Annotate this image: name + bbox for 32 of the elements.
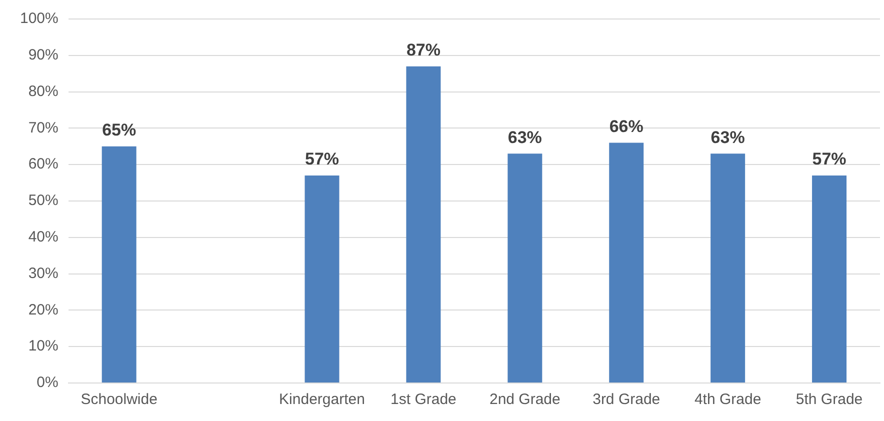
y-tick-label: 70% (28, 119, 58, 136)
y-tick-label: 60% (28, 156, 58, 173)
x-tick-label: 4th Grade (694, 391, 762, 408)
y-tick-label: 40% (28, 228, 58, 246)
bar (304, 176, 340, 382)
data-label: 57% (812, 150, 846, 169)
bar (609, 142, 644, 382)
x-tick-label: 2nd Grade (489, 391, 560, 408)
x-tick-label: Kindergarten (279, 391, 365, 408)
y-tick-label: 80% (28, 82, 58, 100)
data-label: 57% (304, 150, 340, 169)
data-label: 87% (406, 40, 440, 60)
y-tick-label: 90% (28, 46, 58, 64)
bar (812, 176, 847, 382)
bar (710, 154, 746, 382)
y-tick-label: 20% (28, 301, 58, 318)
y-tick-label: 30% (28, 264, 58, 282)
data-label: 65% (102, 120, 136, 140)
x-tick-label: 1st Grade (390, 391, 456, 408)
y-tick-label: 100% (20, 10, 58, 28)
x-tick-label: 3rd Grade (592, 391, 660, 408)
data-label: 63% (508, 128, 542, 147)
bar (102, 146, 136, 382)
x-tick-label: 5th Grade (796, 391, 863, 408)
data-label: 63% (710, 128, 745, 147)
y-tick-label: 50% (28, 192, 58, 210)
bar (508, 154, 542, 382)
y-tick-label: 0% (36, 374, 58, 392)
data-label: 66% (609, 116, 644, 136)
y-tick-label: 10% (28, 338, 58, 355)
x-tick-label: Schoolwide (80, 391, 158, 408)
bar (406, 66, 441, 382)
